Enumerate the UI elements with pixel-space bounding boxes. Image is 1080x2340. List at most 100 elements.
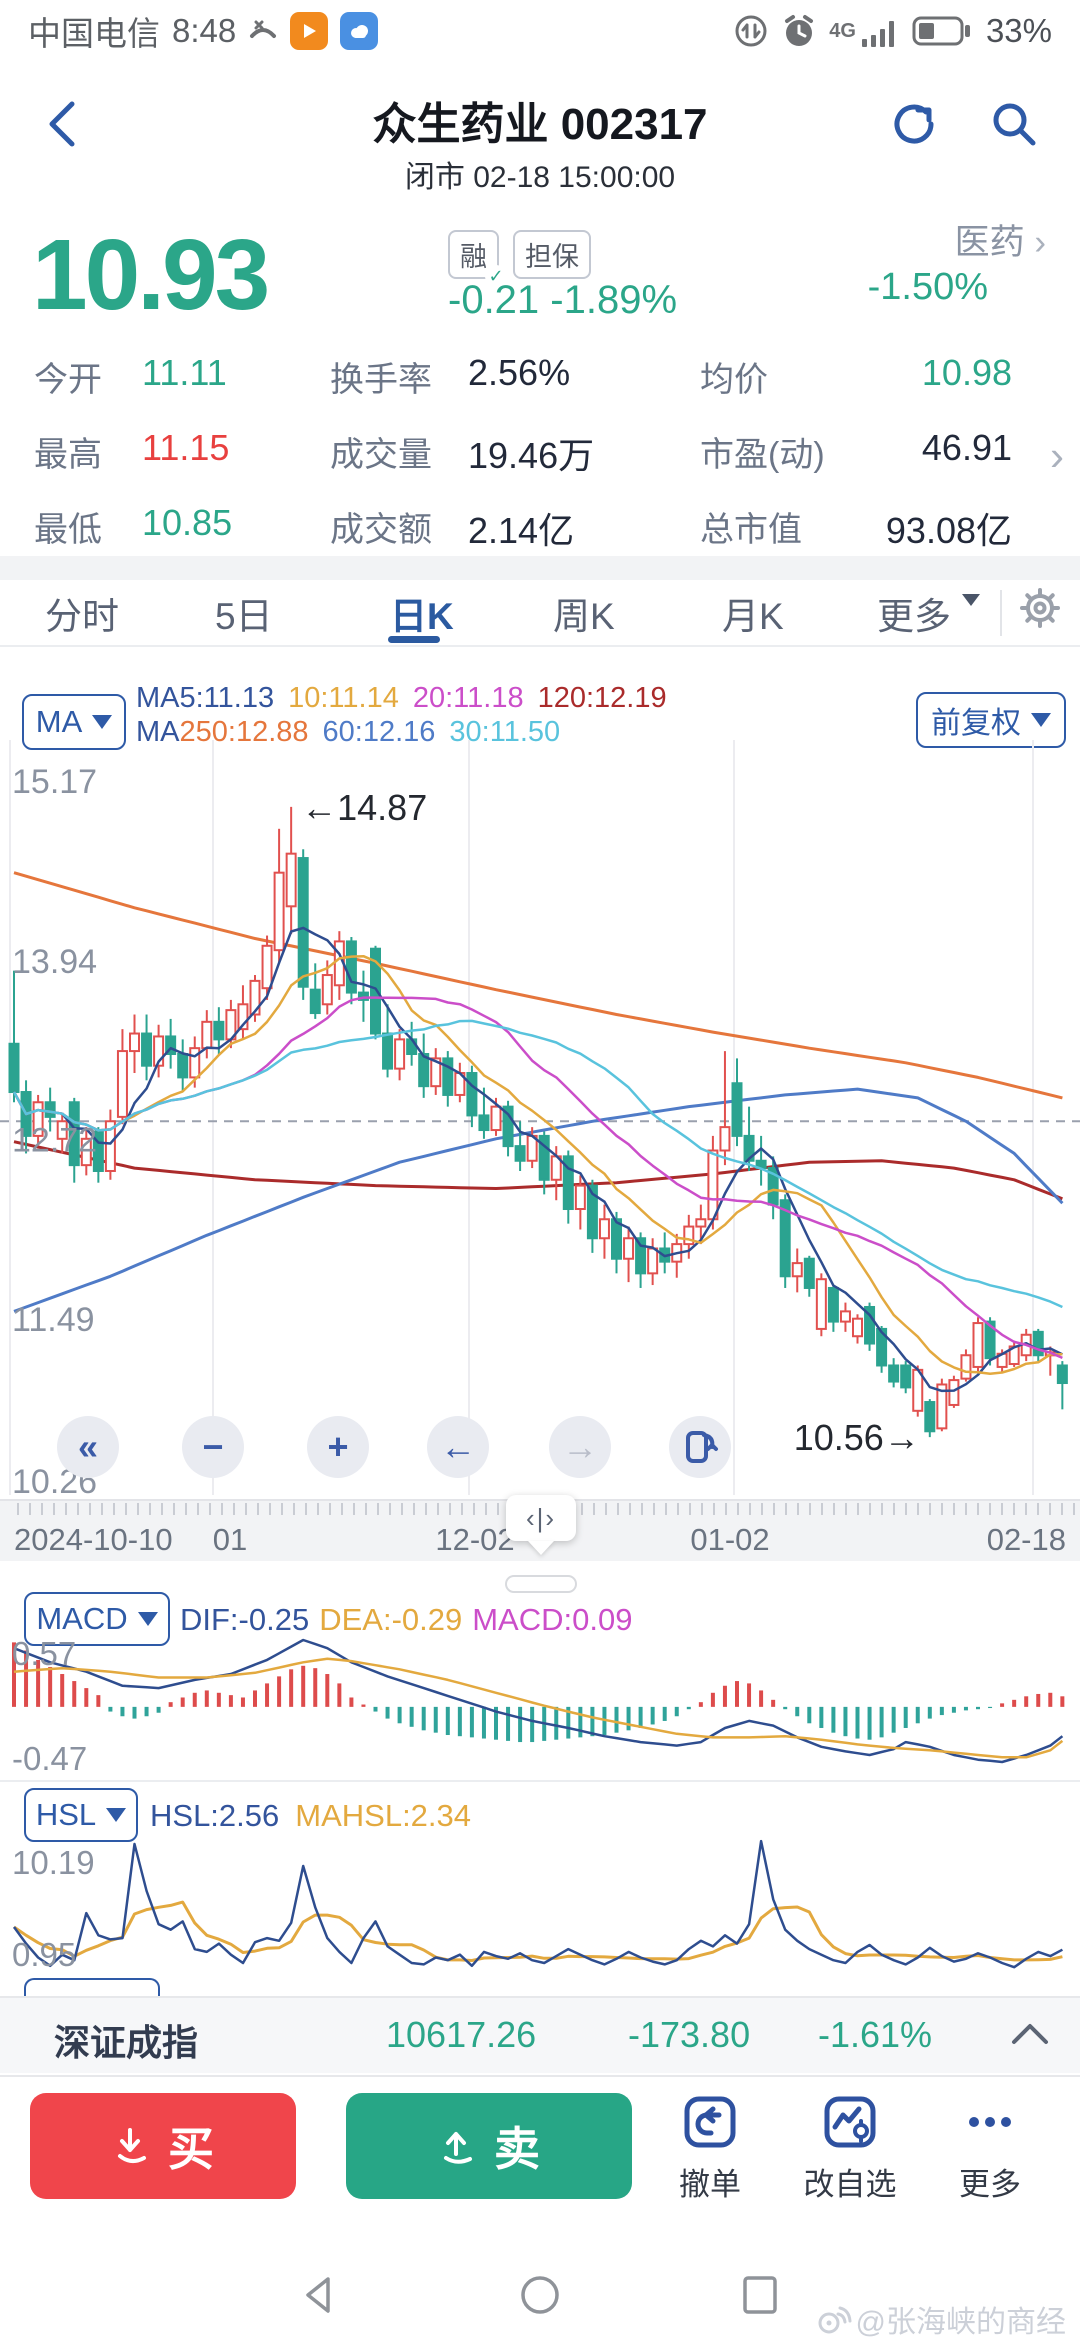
more-actions-button[interactable]: 更多 (930, 2091, 1050, 2204)
svg-text:0.57: 0.57 (12, 1635, 76, 1672)
hsl-indicator-button[interactable]: HSL (24, 1788, 138, 1842)
adjust-mode-button[interactable]: 前复权 (916, 692, 1066, 748)
network-type-label: 4G (829, 20, 856, 42)
indicator-value-label: MA5:11.13 (136, 682, 275, 714)
period-tabs: 更多 分时 5日 日K 周K 月K (0, 580, 1080, 646)
edit-watchlist-button[interactable]: 改自选 (790, 2091, 910, 2204)
zoom-out-fast-button[interactable]: « (57, 1416, 119, 1478)
stat-value: 19.46万 (468, 435, 595, 476)
candle (273, 828, 285, 964)
collateral-badge[interactable]: 担保 (513, 230, 591, 279)
stat-label: 成交额 (330, 511, 432, 549)
ma-indicator-button[interactable]: MA (22, 694, 126, 750)
collapse-chevron-icon[interactable] (1008, 2018, 1052, 2050)
nav-home-button[interactable] (516, 2271, 564, 2319)
range-slider-handle[interactable]: ‹|› (506, 1495, 576, 1541)
active-tab-underline (388, 636, 440, 643)
candle (803, 1255, 815, 1297)
candle (502, 1100, 514, 1157)
index-name: 深证成指 (54, 2022, 199, 2063)
indicator-value-label: 30:11.50 (449, 716, 561, 748)
margin-badge[interactable]: 融 ✓ (448, 230, 507, 287)
indicator-value-label: DEA:-0.29 (319, 1602, 463, 1637)
svg-text:10.19: 10.19 (12, 1844, 95, 1881)
indicator-value-label: DIF:-0.25 (180, 1602, 310, 1637)
hsl-chart[interactable]: 10.19 0.95 (0, 1830, 1080, 1980)
candle (647, 1238, 659, 1286)
pan-right-button[interactable]: → (549, 1416, 611, 1478)
nav-recents-button[interactable] (736, 2271, 784, 2319)
candle (116, 1029, 128, 1125)
indicator-value-label: 20:11.18 (412, 682, 524, 714)
candle (177, 1039, 189, 1093)
zoom-in-button[interactable]: + (307, 1416, 369, 1478)
action-bar: 买 卖 撤单 改自选 更多 (0, 2075, 1080, 2250)
stats-expand-chevron[interactable]: › (1050, 432, 1064, 479)
zoom-out-button[interactable]: − (182, 1416, 244, 1478)
watermark: @张海峡的商经 (816, 2297, 1066, 2340)
stat-label: 均价 (700, 361, 768, 399)
candle (719, 1051, 731, 1166)
nav-back-button[interactable] (296, 2271, 344, 2319)
stat-label: 最低 (34, 511, 102, 549)
back-button[interactable] (40, 96, 88, 152)
tab-5日[interactable]: 5日 (215, 596, 273, 637)
macd-values: DIF:-0.25 DEA:-0.29 MACD:0.09 (180, 1602, 642, 1638)
tab-周K[interactable]: 周K (553, 596, 615, 637)
candle (586, 1179, 598, 1253)
tab-月K[interactable]: 月K (722, 596, 784, 637)
candle (839, 1302, 851, 1332)
macd-indicator-button[interactable]: MACD (24, 1592, 170, 1646)
buy-button[interactable]: 买 (30, 2093, 296, 2199)
svg-text:←14.87: ←14.87 (301, 787, 427, 828)
rotate-screen-button[interactable] (669, 1416, 731, 1478)
index-value: 10617.26 (386, 2014, 537, 2055)
indicator-value-label: 120:12.19 (537, 682, 667, 714)
date-axis-label: 12-02 (435, 1522, 515, 1557)
chevron-down-icon (962, 594, 980, 624)
sector-link[interactable]: 医药 › (954, 223, 1046, 262)
candle (574, 1175, 586, 1230)
candle (960, 1349, 972, 1382)
sell-button[interactable]: 卖 (346, 2093, 632, 2199)
ma-values-line1: MA5:11.13 10:11.14 20:11.18 120:12.19 (136, 682, 681, 715)
tab-more[interactable]: 更多 (877, 596, 951, 637)
candle (1056, 1361, 1068, 1410)
cancel-order-button[interactable]: 撤单 (650, 2091, 770, 2204)
stat-value: 2.14亿 (468, 510, 575, 551)
signal-icon: 4G (829, 13, 900, 49)
candle (900, 1361, 912, 1394)
candle (430, 1048, 442, 1095)
svg-text:10.56→: 10.56→ (794, 1417, 920, 1458)
dropdown-arrow-icon (92, 715, 113, 729)
candle (237, 985, 249, 1040)
tab-日K[interactable]: 日K (390, 596, 454, 637)
missed-call-icon (248, 16, 278, 46)
tab-分时[interactable]: 分时 (45, 596, 119, 637)
refresh-button[interactable] (888, 98, 940, 150)
candle (285, 806, 297, 935)
cloud-app-icon (340, 12, 379, 50)
candle (514, 1121, 526, 1171)
macd-chart[interactable]: 0.57 -0.47 (0, 1585, 1080, 1780)
alarm-icon (781, 13, 817, 49)
candle (852, 1314, 863, 1344)
pan-left-button[interactable]: ← (427, 1416, 489, 1478)
check-icon: ✓ (485, 265, 507, 287)
stat-label: 换手率 (330, 361, 432, 399)
search-button[interactable] (988, 98, 1040, 150)
candle (1032, 1328, 1044, 1362)
candle (189, 1036, 201, 1088)
candle (466, 1065, 478, 1128)
chart-settings-button[interactable] (1014, 582, 1066, 634)
candle (924, 1399, 936, 1438)
index-summary-bar[interactable]: 深证成指 10617.26 -173.80 -1.61% (0, 1996, 1080, 2073)
candle (345, 937, 357, 1005)
stat-value: 10.85 (142, 502, 233, 543)
panel-resize-handle[interactable] (505, 1575, 577, 1593)
candle (490, 1097, 502, 1136)
section-divider (0, 556, 1080, 580)
badges: 融 ✓ 担保 (448, 230, 591, 287)
candle (249, 975, 261, 1022)
